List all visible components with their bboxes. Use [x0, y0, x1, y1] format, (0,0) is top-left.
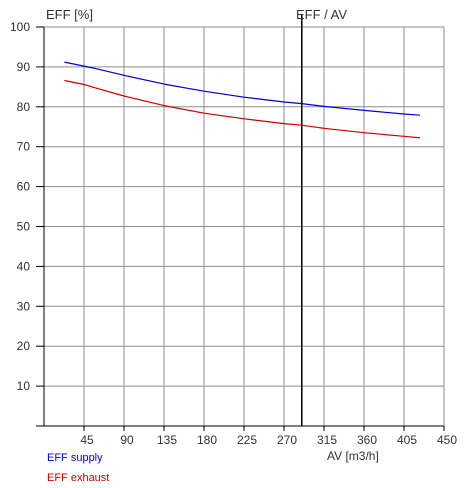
- y-tick-labels: 10 20 30 40 50 60 70 80 90 100: [10, 20, 30, 393]
- y-tick-label: 20: [17, 339, 31, 353]
- x-tick-label: 270: [277, 433, 297, 447]
- x-tick-label: 90: [120, 433, 134, 447]
- series-line-eff-exhaust: [64, 79, 421, 139]
- y-axis-label: EFF [%]: [46, 7, 93, 22]
- x-tick-label: 315: [317, 433, 337, 447]
- x-tick-label: 135: [157, 433, 177, 447]
- x-axis-label: AV [m3/h]: [327, 449, 379, 463]
- y-tick-label: 70: [17, 140, 31, 154]
- legend-supply: EFF supply: [47, 452, 103, 464]
- chart-title: EFF / AV: [296, 7, 347, 22]
- y-tick-label: 50: [17, 220, 31, 234]
- x-tick-labels: 45 90 135 180 225 270 315 360 405 450: [80, 433, 457, 447]
- series-lines: [64, 61, 421, 139]
- y-tick-label: 90: [17, 60, 31, 74]
- x-tick-label: 360: [357, 433, 377, 447]
- grid-lines: [44, 26, 445, 426]
- y-tick-label: 30: [17, 299, 31, 313]
- y-tick-label: 10: [17, 379, 31, 393]
- x-tick-label: 405: [397, 433, 417, 447]
- y-tick-label: 40: [17, 259, 31, 273]
- x-tick-label: 180: [197, 433, 217, 447]
- y-tick-label: 100: [10, 20, 30, 34]
- legend-exhaust: EFF exhaust: [47, 472, 110, 484]
- y-tick-label: 60: [17, 180, 31, 194]
- series-line-eff-supply: [64, 61, 421, 116]
- x-tick-label: 450: [437, 433, 457, 447]
- y-tick-label: 80: [17, 100, 31, 114]
- x-tick-label: 45: [80, 433, 94, 447]
- axes: [36, 26, 445, 431]
- x-tick-label: 225: [237, 433, 257, 447]
